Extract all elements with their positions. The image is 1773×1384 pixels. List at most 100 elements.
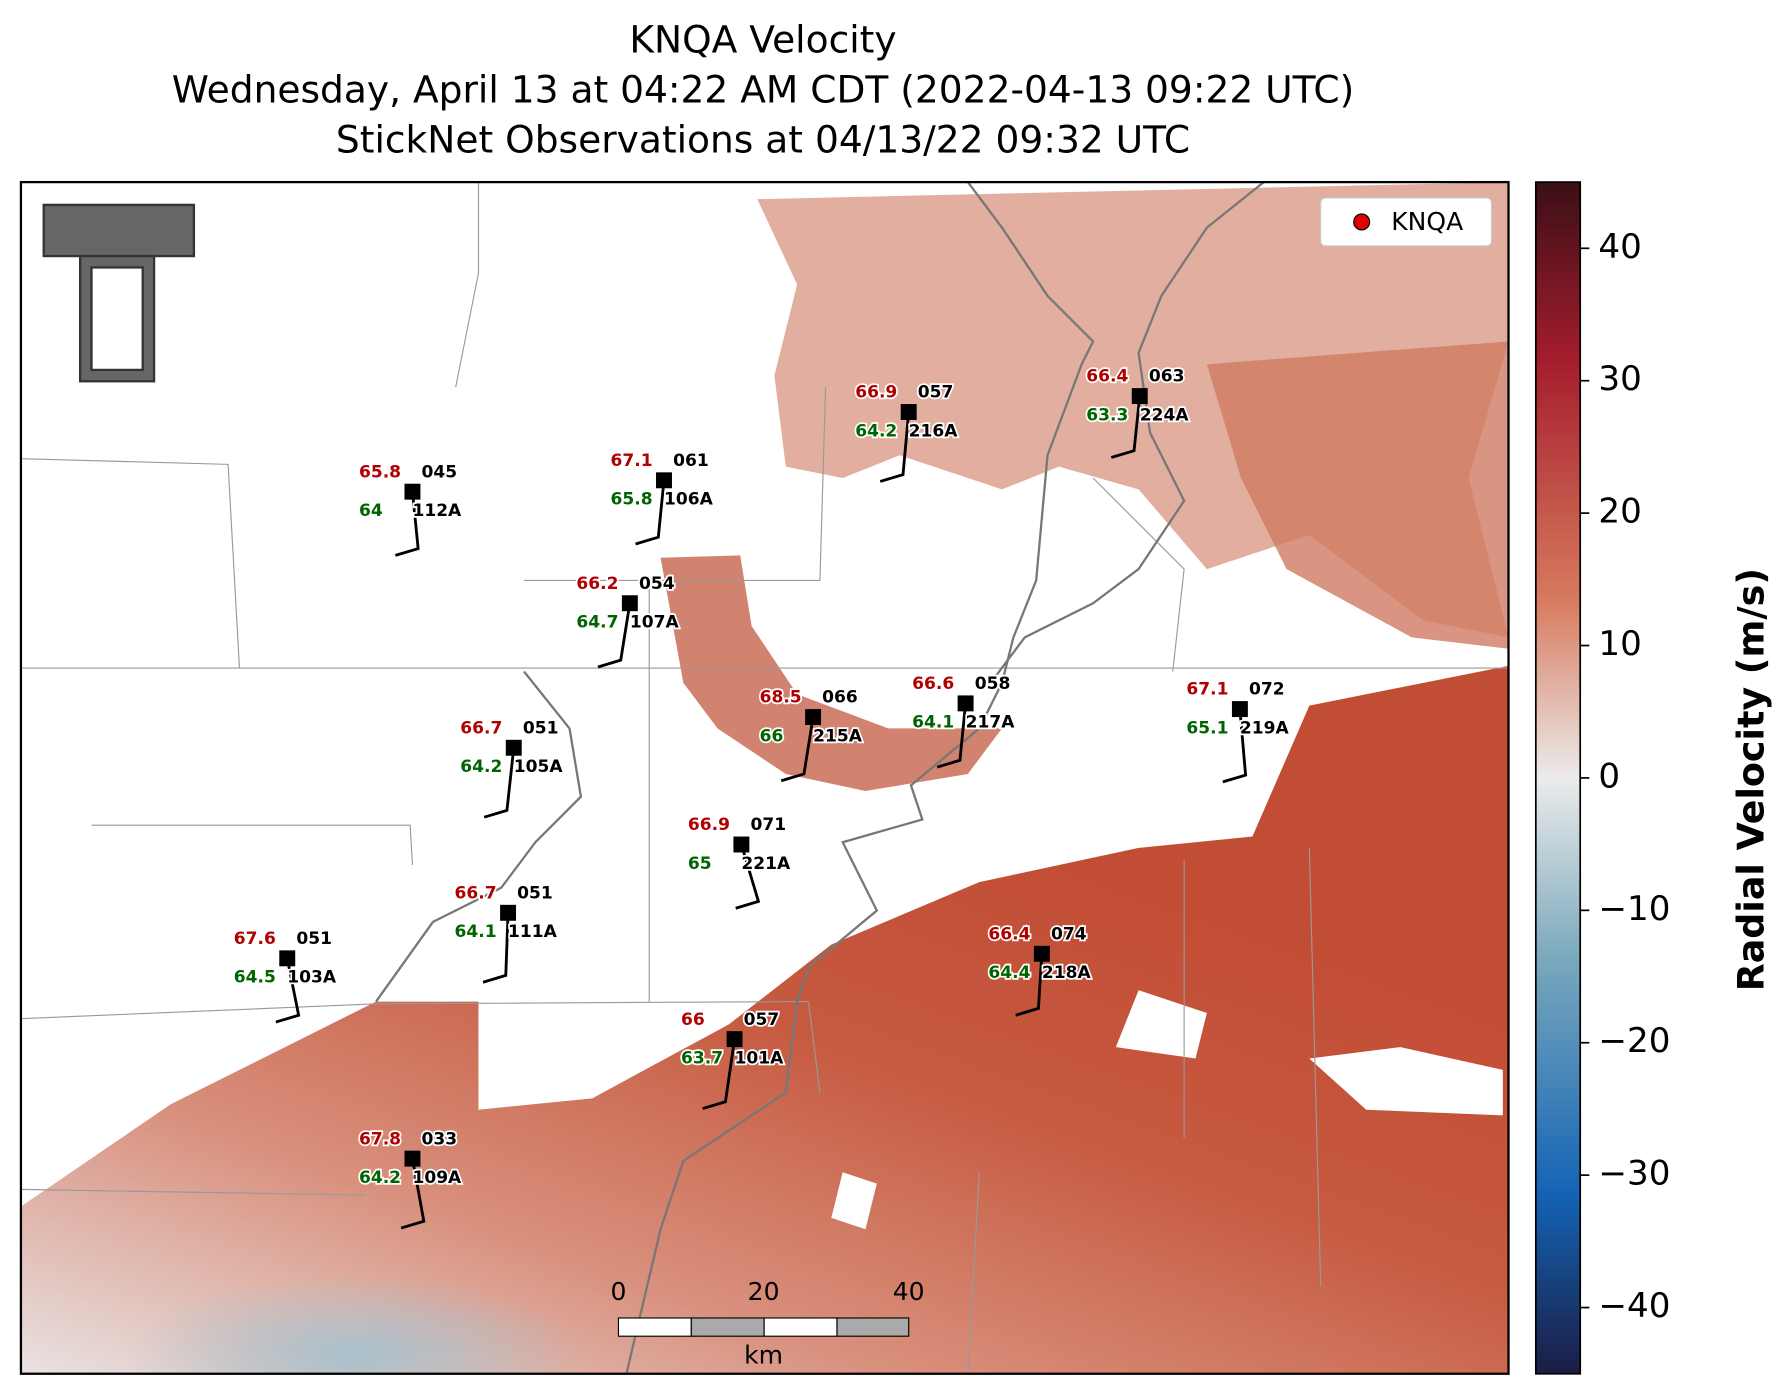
- scale-unit: km: [744, 1341, 783, 1370]
- dewpoint: 64.2: [359, 1168, 401, 1188]
- station-id: 217A: [966, 713, 1016, 733]
- legend-label: KNQA: [1391, 207, 1463, 236]
- wind-code: 057: [744, 1010, 780, 1030]
- wind-code: 063: [1149, 367, 1185, 387]
- colorbar-tick-label: 40: [1598, 227, 1641, 267]
- station-id: 106A: [664, 490, 714, 510]
- station-id: 112A: [412, 501, 462, 521]
- station-marker: [404, 1150, 421, 1167]
- temperature: 67.8: [359, 1129, 401, 1149]
- wind-code: 054: [639, 574, 675, 594]
- station-marker: [1033, 945, 1050, 962]
- dewpoint: 64.4: [988, 963, 1030, 983]
- legend: [1320, 197, 1492, 247]
- wind-barb: [1015, 953, 1044, 1017]
- temperature: 68.5: [760, 688, 802, 708]
- wind-code: 051: [517, 883, 553, 903]
- wind-barb: [635, 480, 666, 546]
- dewpoint: 64.7: [576, 613, 618, 633]
- wind-barb: [1222, 708, 1248, 784]
- wind-code: 074: [1051, 924, 1087, 944]
- scale-tick-label: 20: [748, 1277, 780, 1306]
- dewpoint: 64.1: [455, 922, 497, 942]
- station-marker: [500, 904, 517, 921]
- wind-barb: [394, 491, 420, 557]
- dewpoint: 65: [688, 854, 712, 874]
- wind-code: 051: [523, 718, 559, 738]
- station-id: 216A: [909, 421, 959, 441]
- wind-barb: [597, 602, 632, 669]
- station-marker: [957, 695, 974, 712]
- wind-barb: [735, 844, 761, 910]
- temperature: 66: [681, 1010, 705, 1030]
- colorbar-tick-label: −30: [1598, 1154, 1670, 1194]
- wind-code: 058: [975, 674, 1011, 694]
- temperature: 66.4: [988, 924, 1030, 944]
- station-marker: [1131, 388, 1148, 405]
- colorbar-tick-label: −10: [1598, 889, 1670, 929]
- wind-barb: [482, 912, 510, 984]
- station-id: 103A: [287, 968, 337, 988]
- temperature: 66.9: [688, 815, 730, 835]
- wind-code: 071: [750, 815, 786, 835]
- temperature: 65.8: [359, 462, 401, 482]
- wind-barb: [702, 1038, 736, 1110]
- dewpoint: 63.3: [1086, 405, 1128, 425]
- colorbar-tick-label: 0: [1598, 756, 1620, 796]
- wind-code: 061: [673, 451, 709, 471]
- station-id: 221A: [741, 854, 791, 874]
- temperature: 67.1: [1186, 680, 1228, 700]
- station-id: 224A: [1140, 405, 1190, 425]
- colorbar-tick-label: 10: [1598, 624, 1641, 664]
- station-id: 105A: [514, 757, 564, 777]
- wind-code: 066: [822, 688, 858, 708]
- radar-field: [20, 182, 1509, 1374]
- temperature: 67.1: [610, 451, 652, 471]
- colorbar-tick-label: −20: [1598, 1021, 1670, 1061]
- colorbar-tick-label: 20: [1598, 492, 1641, 532]
- station-id: 107A: [630, 613, 680, 633]
- temperature: 66.6: [912, 674, 954, 694]
- dewpoint: 65.1: [1186, 718, 1228, 738]
- station-marker: [726, 1031, 743, 1048]
- station-id: 219A: [1240, 718, 1290, 738]
- dewpoint: 63.7: [681, 1048, 723, 1068]
- colorbar-tick-label: 30: [1598, 359, 1641, 399]
- temperature: 66.2: [576, 574, 618, 594]
- logo: [42, 203, 196, 383]
- dewpoint: 65.8: [610, 490, 652, 510]
- station-marker: [621, 595, 638, 612]
- station-marker: [900, 404, 917, 420]
- scale-tick-label: 40: [893, 1277, 925, 1306]
- dewpoint: 66: [760, 726, 784, 746]
- wind-code: 033: [422, 1129, 458, 1149]
- wind-code: 072: [1249, 680, 1285, 700]
- station-marker: [733, 836, 750, 853]
- colorbar-label: Radial Velocity (m/s): [1730, 568, 1773, 991]
- dewpoint: 64.5: [234, 968, 276, 988]
- colorbar-tick-label: −40: [1598, 1286, 1670, 1326]
- wind-barb: [400, 1158, 426, 1230]
- title-line: StickNet Observations at 04/13/22 09:32 …: [336, 118, 1190, 162]
- scale-bar: [617, 1317, 910, 1337]
- wind-barb: [936, 703, 968, 769]
- wind-barb: [483, 747, 516, 819]
- scale-tick-label: 0: [611, 1277, 627, 1306]
- station-marker: [279, 950, 296, 967]
- wind-barb: [780, 716, 815, 783]
- title-line: Wednesday, April 13 at 04:22 AM CDT (202…: [172, 67, 1355, 111]
- title-line: KNQA Velocity: [629, 17, 896, 61]
- station-id: 218A: [1042, 963, 1092, 983]
- dewpoint: 64: [359, 501, 383, 521]
- wind-code: 057: [918, 383, 954, 403]
- dewpoint: 64.2: [855, 421, 897, 441]
- colorbar: [1534, 181, 1582, 1375]
- wind-code: 045: [422, 462, 458, 482]
- station-marker: [404, 483, 421, 500]
- map-frame: [19, 180, 1510, 1375]
- wind-barb: [275, 958, 301, 1024]
- temperature: 66.9: [855, 383, 897, 403]
- dewpoint: 64.1: [912, 713, 954, 733]
- dewpoint: 64.2: [460, 757, 502, 777]
- station-marker: [505, 739, 522, 756]
